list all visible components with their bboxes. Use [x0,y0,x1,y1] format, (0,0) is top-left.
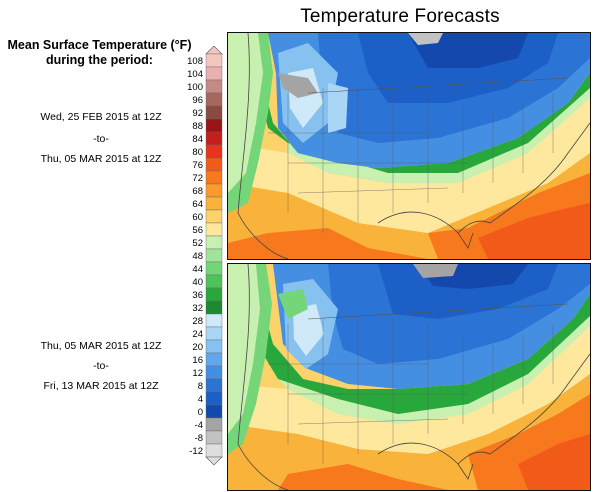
colorbar-swatch [205,313,223,328]
colorbar-swatch [205,417,223,432]
temperature-colorbar: 1081041009692888480767268646056524844403… [187,46,223,466]
colorbar-tick-label: -12 [189,446,203,457]
colorbar-tick-label: 28 [192,316,203,327]
colorbar-tick-label: 0 [198,407,203,418]
colorbar-swatch [205,287,223,302]
colorbar-swatch [205,339,223,354]
colorbar-tick-label: 40 [192,277,203,288]
colorbar-tick-label: 20 [192,342,203,353]
colorbar-swatch [205,196,223,211]
colorbar-swatch [205,183,223,198]
colorbar-swatch [205,235,223,250]
colorbar-tick-label: 12 [192,368,203,379]
colorbar-swatch [205,209,223,224]
colorbar-tick-label: 60 [192,212,203,223]
colorbar-swatch [205,326,223,341]
colorbar-swatch [205,157,223,172]
colorbar-tick-label: 96 [192,95,203,106]
colorbar-tick-label: 32 [192,303,203,314]
colorbar-tick-label: 52 [192,238,203,249]
forecast-map-period-1 [227,32,591,260]
colorbar-tick-label: -8 [195,433,203,444]
colorbar-swatch [205,300,223,315]
colorbar-swatch [205,261,223,276]
colorbar-swatch [205,170,223,185]
colorbar-swatch [205,131,223,146]
colorbar-swatch [205,222,223,237]
colorbar-tick-label: 24 [192,329,203,340]
colorbar-swatch [205,274,223,289]
colorbar-tick-label: 72 [192,173,203,184]
colorbar-swatch [205,53,223,68]
colorbar-tick-label: 44 [192,264,203,275]
colorbar-tick-label: 100 [187,82,203,93]
colorbar-swatch [205,404,223,419]
colorbar-tick-label: 8 [198,381,203,392]
colorbar-tick-label: 56 [192,225,203,236]
period-2-start: Thu, 05 MAR 2015 at 12Z [40,340,162,352]
colorbar-tick-label: 108 [187,56,203,67]
colorbar-tick-label: 4 [198,394,203,405]
colorbar-swatch [205,79,223,94]
colorbar-tick-label: 84 [192,134,203,145]
colorbar-swatch [205,66,223,81]
colorbar-swatch [205,105,223,120]
colorbar-swatch [205,248,223,263]
period-1-separator: -to- [93,133,109,145]
period-1-start: Wed, 25 FEB 2015 at 12Z [40,111,162,123]
colorbar-swatch [205,365,223,380]
forecast-map-period-2 [227,263,591,491]
colorbar-swatch [205,352,223,367]
colorbar-tick-label: 68 [192,186,203,197]
colorbar-tick-label: 48 [192,251,203,262]
colorbar-bottom-arrow [205,456,223,466]
legend-heading-line2: during the period: [46,53,153,67]
page-title: Temperature Forecasts [300,6,500,27]
colorbar-tick-label: 76 [192,160,203,171]
colorbar-swatch [205,378,223,393]
colorbar-tick-label: 80 [192,147,203,158]
colorbar-swatch [205,144,223,159]
colorbar-top-arrow [205,46,223,55]
period-1-end: Thu, 05 MAR 2015 at 12Z [40,153,162,165]
colorbar-tick-label: 92 [192,108,203,119]
legend-heading: Mean Surface Temperature (°F) during the… [2,38,197,68]
colorbar-swatch [205,391,223,406]
period-2-end: Fri, 13 MAR 2015 at 12Z [43,380,159,392]
colorbar-tick-label: -4 [195,420,203,431]
colorbar-swatch [205,443,223,458]
colorbar-tick-label: 88 [192,121,203,132]
legend-heading-line1: Mean Surface Temperature (°F) [7,38,192,52]
colorbar-swatch [205,118,223,133]
colorbar-tick-label: 36 [192,290,203,301]
period-2-separator: -to- [93,360,109,372]
colorbar-swatch [205,92,223,107]
colorbar-tick-label: 64 [192,199,203,210]
colorbar-swatch [205,430,223,445]
colorbar-tick-label: 16 [192,355,203,366]
colorbar-tick-label: 104 [187,69,203,80]
